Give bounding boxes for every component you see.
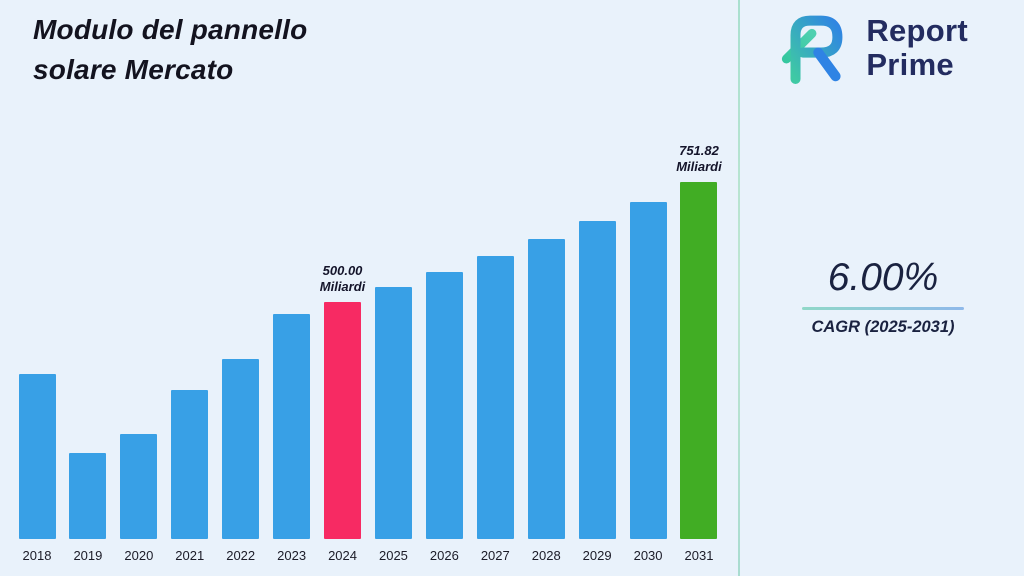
bar-column-2022: 2022 bbox=[216, 359, 266, 564]
bar-chart: 2018 2019 2020 2021 2022 2023 500.00 Miliardi 20… bbox=[12, 143, 724, 564]
x-tick-2023: 2023 bbox=[277, 548, 307, 563]
x-tick-2031: 2031 bbox=[684, 548, 714, 563]
x-tick-2029: 2029 bbox=[582, 548, 612, 563]
bar-column-2018: 2018 bbox=[12, 374, 62, 564]
bar-2019 bbox=[69, 453, 107, 539]
bar-2021 bbox=[171, 390, 209, 539]
x-tick-2028: 2028 bbox=[531, 548, 561, 563]
bar-2024 bbox=[324, 302, 362, 539]
bar-column-2026: 2026 bbox=[419, 272, 469, 564]
bar-column-2031: 751.82 Miliardi 2031 bbox=[674, 143, 724, 564]
bar-column-2024: 500.00 Miliardi 2024 bbox=[318, 263, 368, 564]
bar-2020 bbox=[120, 434, 158, 539]
bar-column-2027: 2027 bbox=[470, 256, 520, 564]
brand-logo: Report Prime bbox=[770, 8, 968, 88]
vertical-divider bbox=[738, 0, 740, 576]
x-tick-2020: 2020 bbox=[124, 548, 154, 563]
x-tick-2026: 2026 bbox=[429, 548, 459, 563]
x-tick-2021: 2021 bbox=[175, 548, 205, 563]
bar-2026 bbox=[425, 272, 463, 539]
x-tick-2025: 2025 bbox=[378, 548, 408, 563]
x-tick-2024: 2024 bbox=[328, 548, 357, 563]
bar-column-2029: 2029 bbox=[572, 221, 622, 564]
x-tick-2018: 2018 bbox=[22, 548, 52, 563]
page-title: Modulo del pannello solare Mercato bbox=[33, 10, 307, 90]
bar-column-2028: 2028 bbox=[521, 239, 571, 564]
bar-column-2023: 2023 bbox=[267, 314, 317, 564]
cagr-label: CAGR (2025-2031) bbox=[811, 318, 955, 336]
bar-column-2021: 2021 bbox=[165, 390, 215, 564]
bar-column-2030: 2030 bbox=[623, 202, 673, 564]
bar-2029 bbox=[578, 221, 616, 539]
bar-value-label-2031: 751.82 Miliardi bbox=[676, 143, 722, 174]
bar-column-2019: 2019 bbox=[63, 453, 113, 564]
report-prime-logo-icon bbox=[782, 15, 843, 84]
x-tick-2022: 2022 bbox=[226, 548, 256, 563]
bar-2018 bbox=[18, 374, 56, 539]
cagr-underline bbox=[802, 307, 964, 310]
page-title-line1: Modulo del pannello bbox=[33, 14, 308, 45]
cagr-value: 6.00% bbox=[827, 256, 939, 299]
brand-name: Report Prime bbox=[866, 12, 968, 82]
bar-2027 bbox=[476, 256, 514, 539]
bar-2028 bbox=[527, 239, 565, 539]
x-tick-2019: 2019 bbox=[73, 548, 103, 563]
bar-column-2025: 2025 bbox=[368, 287, 418, 564]
brand-name-line2: Prime bbox=[866, 47, 954, 82]
bar-2022 bbox=[222, 359, 260, 539]
x-tick-2030: 2030 bbox=[633, 548, 663, 563]
x-tick-2027: 2027 bbox=[480, 548, 510, 563]
brand-name-line1: Report bbox=[866, 12, 968, 48]
page-title-line2: solare Mercato bbox=[33, 53, 234, 85]
bar-value-label-2024: 500.00 Miliardi bbox=[319, 263, 366, 294]
bar-column-2020: 2020 bbox=[114, 434, 164, 564]
bar-2023 bbox=[273, 314, 311, 539]
bar-2031 bbox=[680, 182, 718, 539]
bar-2030 bbox=[629, 202, 667, 539]
cagr-block: 6.00% CAGR (2025-2031) bbox=[802, 256, 964, 337]
bar-2025 bbox=[374, 287, 412, 539]
